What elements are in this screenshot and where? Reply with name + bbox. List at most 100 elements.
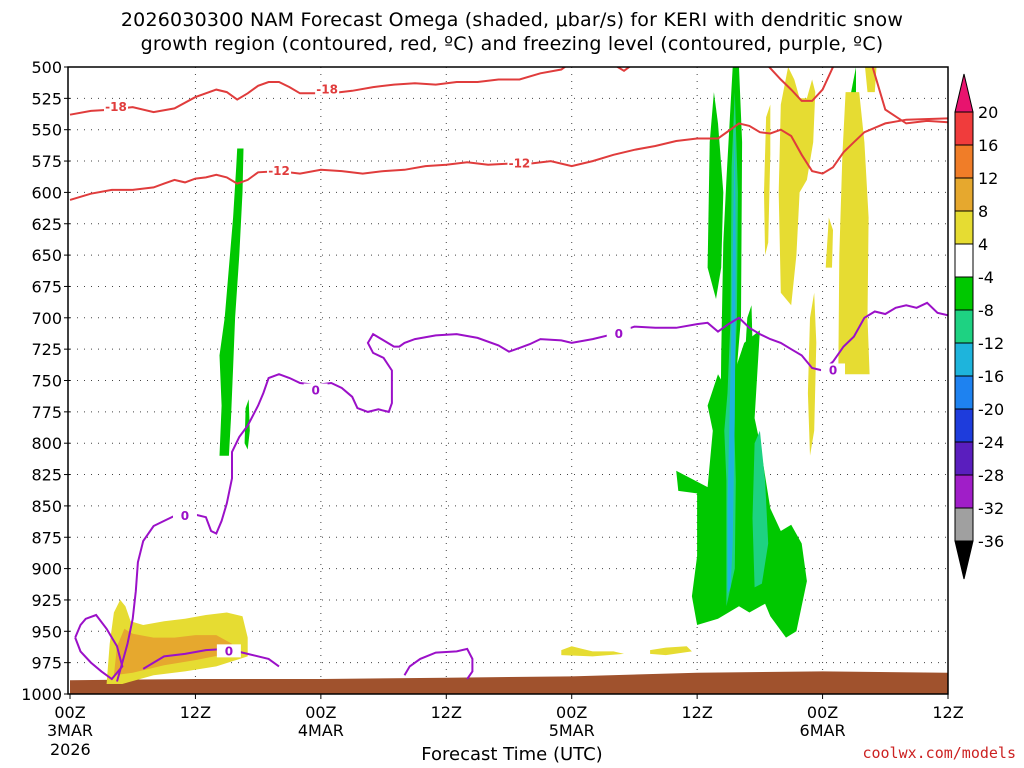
y-tick-label: 775 <box>31 403 62 422</box>
y-tick-label: 825 <box>31 466 62 485</box>
contour-label-bg <box>821 363 846 377</box>
contour-freezing <box>116 301 948 682</box>
omega-shade-teal <box>752 430 769 588</box>
contour-label: -18 <box>105 100 127 114</box>
colorbar: 20 16 12 8 4 -4 -8 -12 -16 -20 -24 -28 -32 -36 <box>954 73 1004 580</box>
y-axis-ticks: 500 525 550 575 600 625 650 675 700 725 750 775 800 8… <box>21 58 70 704</box>
contours <box>69 67 948 682</box>
x-tick-sublabel: 4MAR <box>298 721 344 740</box>
contour-freezing <box>142 647 280 670</box>
omega-shade-orange <box>113 628 232 676</box>
colorbar-swatch <box>954 507 974 542</box>
y-tick-label: 950 <box>31 622 62 641</box>
x-tick-label: 00Z <box>305 703 336 722</box>
contour-minus18 <box>69 67 948 125</box>
y-tick-label: 650 <box>31 246 62 265</box>
x-axis-year-label: 2026 <box>50 740 91 759</box>
contour-freezing <box>403 647 474 680</box>
colorbar-swatch <box>954 210 974 245</box>
contour-label: 0 <box>181 509 189 523</box>
colorbar-swatch <box>954 375 974 410</box>
omega-shade-yellow <box>778 67 816 306</box>
contour-label: 0 <box>225 644 233 658</box>
y-tick-label: 575 <box>31 152 62 171</box>
omega-shade-green <box>676 330 807 638</box>
colorbar-swatch <box>954 309 974 344</box>
y-tick-label: 625 <box>31 215 62 234</box>
colorbar-swatch <box>954 111 974 146</box>
contour-label: 0 <box>311 384 319 398</box>
x-tick-label: 00Z <box>807 703 838 722</box>
y-tick-label: 975 <box>31 654 62 673</box>
omega-shade-cyan <box>727 117 736 594</box>
y-tick-label: 675 <box>31 277 62 296</box>
colorbar-swatch <box>954 144 974 179</box>
y-tick-label: 500 <box>31 58 62 77</box>
y-tick-label: 850 <box>31 497 62 516</box>
x-tick-sublabel: 6MAR <box>800 721 846 740</box>
colorbar-label: -20 <box>978 400 1004 419</box>
y-tick-label: 725 <box>31 340 62 359</box>
y-tick-label: 750 <box>31 372 62 391</box>
contour-label-bg <box>172 508 197 522</box>
contour-freezing <box>74 613 124 681</box>
y-tick-label: 550 <box>31 121 62 140</box>
x-axis-label: Forecast Time (UTC) <box>421 744 603 765</box>
y-tick-label: 525 <box>31 89 62 108</box>
omega-shading <box>70 67 948 694</box>
x-tick-label: 00Z <box>556 703 587 722</box>
colorbar-top-triangle <box>954 73 974 113</box>
y-tick-label: 600 <box>31 183 62 202</box>
contour-label-bg <box>216 644 241 658</box>
y-tick-label: 925 <box>31 591 62 610</box>
colorbar-label: -24 <box>978 433 1004 452</box>
colorbar-label: -12 <box>978 334 1004 353</box>
colorbar-label: 20 <box>978 103 998 122</box>
colorbar-label: 12 <box>978 169 998 188</box>
omega-shade-green <box>707 92 724 299</box>
contour-label: -12 <box>509 157 531 171</box>
omega-shade-yellow <box>838 92 870 375</box>
chart-title-line1: 2026030300 NAM Forecast Omega (shaded, μ… <box>120 9 904 31</box>
colorbar-label: 4 <box>978 235 988 254</box>
contour-label-bg <box>303 383 328 397</box>
colorbar-swatch <box>954 177 974 212</box>
colorbar-label: -28 <box>978 466 1004 485</box>
x-tick-label: 12Z <box>932 703 963 722</box>
y-tick-label: 700 <box>31 309 62 328</box>
contour-label: -12 <box>268 164 290 178</box>
omega-shade-yellow <box>807 292 817 456</box>
contour-label-bg <box>267 164 292 178</box>
contour-label-bg <box>103 100 128 114</box>
colorbar-label: -16 <box>978 367 1004 386</box>
contour-label-bg <box>315 82 340 96</box>
colorbar-label: -32 <box>978 499 1004 518</box>
credit-text: coolwx.com/models <box>862 744 1016 762</box>
x-tick-sublabel: 5MAR <box>549 721 595 740</box>
y-tick-label: 1000 <box>21 685 62 704</box>
y-tick-label: 800 <box>31 434 62 453</box>
omega-shade-yellow <box>561 646 624 657</box>
colorbar-swatch <box>954 276 974 311</box>
contour-label: 0 <box>615 327 623 341</box>
chart-title-line2: growth region (contoured, red, ºC) and f… <box>140 33 884 55</box>
omega-shade-yellow <box>650 646 692 656</box>
colorbar-label: -8 <box>978 301 994 320</box>
x-tick-label: 00Z <box>54 703 85 722</box>
contour-labels: -18 -18 -12 -12 0 0 0 0 0 <box>103 82 846 658</box>
omega-shade-green <box>219 148 244 456</box>
colorbar-swatch <box>954 408 974 443</box>
x-tick-label: 12Z <box>180 703 211 722</box>
x-tick-sublabel: 3MAR <box>47 721 93 740</box>
colorbar-label: -4 <box>978 268 994 287</box>
omega-shade-yellow <box>764 104 771 256</box>
colorbar-swatch <box>954 342 974 377</box>
colorbar-swatch <box>954 441 974 476</box>
contour-label-bg <box>606 327 631 341</box>
x-tick-label: 12Z <box>431 703 462 722</box>
omega-shade-yellow <box>825 217 833 268</box>
colorbar-label: 16 <box>978 136 998 155</box>
y-tick-label: 875 <box>31 528 62 547</box>
